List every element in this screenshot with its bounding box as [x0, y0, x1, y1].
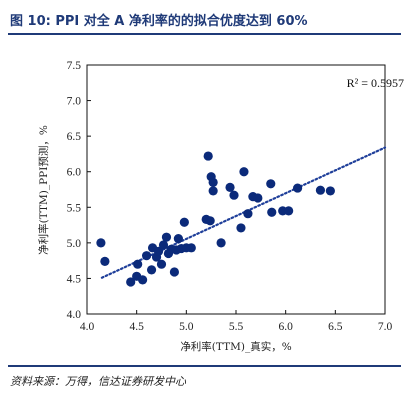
figure-title: 图 10: PPI 对全 A 净利率的的拟合优度达到 60% — [10, 14, 308, 29]
data-point — [173, 233, 183, 244]
plot-frame — [86, 64, 386, 315]
y-tick-label: 5.0 — [67, 238, 82, 250]
y-tick-label: 4.5 — [67, 273, 82, 285]
data-point — [216, 238, 226, 248]
data-point — [225, 182, 235, 192]
data-point — [138, 275, 148, 285]
data-point — [243, 209, 253, 219]
data-point — [267, 207, 277, 217]
data-point — [284, 206, 294, 216]
r-squared-annotation: R² = 0.5957 — [347, 76, 404, 90]
data-point — [205, 216, 215, 226]
y-tick-label: 5.5 — [67, 202, 82, 214]
x-tick-label: 7.0 — [378, 321, 393, 333]
points-group — [96, 151, 335, 287]
y-tick-label: 6.5 — [67, 131, 82, 143]
x-tick-label: 4.0 — [80, 321, 95, 333]
data-point — [133, 259, 143, 269]
data-point — [208, 186, 218, 196]
data-point — [146, 265, 157, 275]
y-tick-label: 7.5 — [67, 60, 82, 72]
scatter-chart: 4.0 4.5 5.0 5.5 6.0 6.5 7.0 4.0 4.5 5.0 5.5 6.0 6.5 7… — [37, 60, 404, 353]
x-tick-label: 5.5 — [229, 321, 244, 333]
data-point — [236, 223, 246, 233]
data-point — [126, 277, 136, 287]
data-point — [153, 246, 164, 256]
data-point — [266, 179, 276, 189]
title-rule — [8, 33, 401, 35]
data-point — [169, 267, 180, 277]
source-rule — [8, 365, 401, 367]
y-tick-label: 4.0 — [67, 309, 82, 321]
data-point — [158, 240, 169, 250]
data-point — [239, 167, 249, 177]
y-tick-label: 6.0 — [67, 167, 82, 179]
x-tick-label: 6.5 — [328, 321, 343, 333]
data-point — [96, 238, 106, 248]
x-tick-label: 4.5 — [129, 321, 144, 333]
x-tick-label: 5.0 — [179, 321, 194, 333]
data-point — [208, 177, 218, 187]
data-point — [142, 251, 152, 261]
data-point — [100, 256, 110, 266]
data-point — [186, 243, 196, 253]
data-point — [161, 232, 172, 242]
data-point — [315, 185, 326, 195]
data-point — [325, 186, 335, 196]
data-point — [179, 217, 189, 227]
data-point — [292, 183, 303, 193]
data-point — [156, 259, 167, 269]
data-point — [229, 190, 239, 200]
x-tick-label: 6.0 — [278, 321, 293, 333]
chart-axes: 4.0 4.5 5.0 5.5 6.0 6.5 7.0 4.0 4.5 5.0 5.5 6.0 6.5 7… — [67, 60, 393, 333]
data-point — [203, 151, 213, 161]
y-tick-label: 7.0 — [67, 96, 82, 108]
x-axis-label: 净利率(TTM)_真实，% — [180, 340, 291, 353]
data-point — [253, 193, 263, 203]
y-axis-label: 净利率(TTM)_PPI预测，% — [37, 125, 50, 255]
source-note: 资料来源：万得，信达证券研发中心 — [10, 375, 186, 388]
